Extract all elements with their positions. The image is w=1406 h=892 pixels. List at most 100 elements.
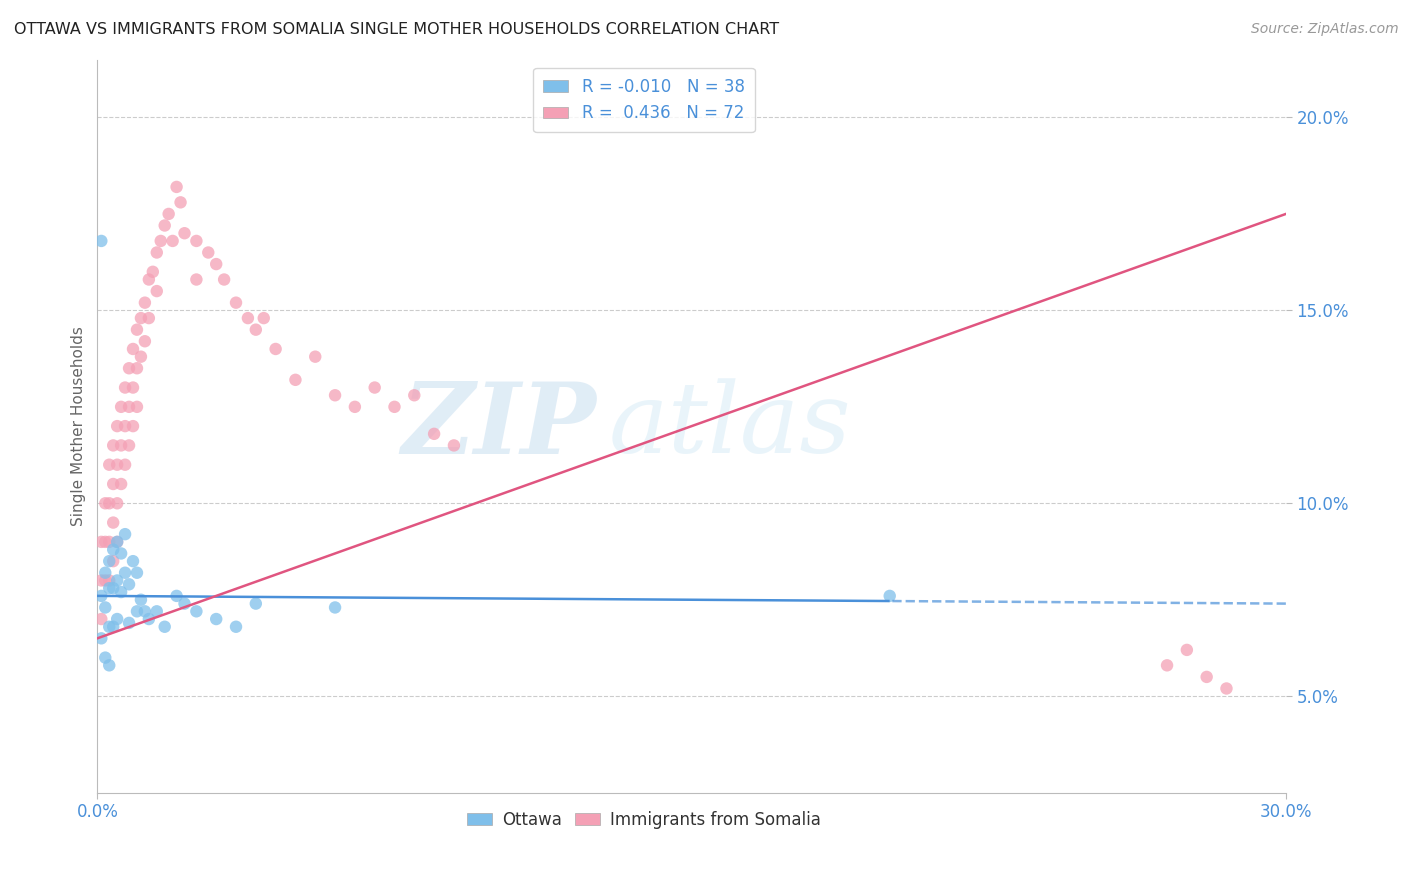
Point <box>105 534 128 549</box>
Point <box>162 234 184 248</box>
Point <box>138 311 160 326</box>
Point <box>323 600 346 615</box>
Point <box>323 388 346 402</box>
Point <box>103 554 125 568</box>
Point <box>146 245 169 260</box>
Point <box>90 632 112 646</box>
Point <box>114 566 136 580</box>
Point <box>186 604 208 618</box>
Point <box>98 534 121 549</box>
Point <box>343 400 366 414</box>
Point <box>105 534 128 549</box>
Point <box>98 658 121 673</box>
Point <box>253 311 276 326</box>
Point <box>118 438 141 452</box>
Point <box>110 438 132 452</box>
Point <box>134 295 156 310</box>
Point <box>98 554 121 568</box>
Point <box>134 334 156 349</box>
Point <box>149 234 172 248</box>
Point <box>105 419 128 434</box>
Point <box>90 534 112 549</box>
Point <box>423 426 446 441</box>
Point <box>304 350 326 364</box>
Point <box>134 604 156 618</box>
Point <box>103 477 125 491</box>
Point <box>125 566 148 580</box>
Point <box>384 400 406 414</box>
Y-axis label: Single Mother Households: Single Mother Households <box>72 326 86 526</box>
Point <box>129 311 152 326</box>
Point <box>90 589 112 603</box>
Point <box>105 458 128 472</box>
Point <box>125 400 148 414</box>
Text: atlas: atlas <box>609 378 851 474</box>
Text: Source: ZipAtlas.com: Source: ZipAtlas.com <box>1251 22 1399 37</box>
Point <box>1175 643 1198 657</box>
Point <box>110 585 132 599</box>
Point <box>110 546 132 560</box>
Point <box>122 419 145 434</box>
Point <box>94 650 117 665</box>
Point <box>236 311 259 326</box>
Point <box>1156 658 1178 673</box>
Point <box>122 380 145 394</box>
Point <box>98 574 121 588</box>
Point <box>103 516 125 530</box>
Point <box>146 604 169 618</box>
Point <box>90 612 112 626</box>
Point <box>94 600 117 615</box>
Point <box>186 272 208 286</box>
Point <box>173 226 195 240</box>
Point <box>284 373 307 387</box>
Point <box>125 323 148 337</box>
Point <box>125 361 148 376</box>
Point <box>205 257 228 271</box>
Point <box>105 496 128 510</box>
Point <box>225 620 247 634</box>
Point <box>94 566 117 580</box>
Point <box>1215 681 1237 696</box>
Point <box>166 589 188 603</box>
Point <box>122 554 145 568</box>
Point <box>114 458 136 472</box>
Point <box>90 234 112 248</box>
Point <box>94 496 117 510</box>
Point <box>142 265 165 279</box>
Point <box>114 527 136 541</box>
Point <box>153 620 176 634</box>
Point <box>212 272 235 286</box>
Point <box>98 620 121 634</box>
Point <box>173 597 195 611</box>
Point <box>157 207 180 221</box>
Point <box>98 496 121 510</box>
Point <box>90 574 112 588</box>
Point <box>129 592 152 607</box>
Text: ZIP: ZIP <box>402 378 596 475</box>
Point <box>205 612 228 626</box>
Point <box>118 615 141 630</box>
Point <box>225 295 247 310</box>
Point <box>186 234 208 248</box>
Point <box>146 284 169 298</box>
Point <box>169 195 191 210</box>
Point <box>125 604 148 618</box>
Point <box>94 574 117 588</box>
Point <box>94 534 117 549</box>
Point <box>879 589 901 603</box>
Point <box>138 612 160 626</box>
Point <box>98 458 121 472</box>
Point <box>443 438 465 452</box>
Point <box>103 542 125 557</box>
Point <box>103 581 125 595</box>
Point <box>114 380 136 394</box>
Point <box>118 400 141 414</box>
Point <box>105 612 128 626</box>
Legend: Ottawa, Immigrants from Somalia: Ottawa, Immigrants from Somalia <box>460 805 828 836</box>
Point <box>1195 670 1218 684</box>
Point <box>118 361 141 376</box>
Point <box>103 620 125 634</box>
Point <box>197 245 219 260</box>
Point <box>153 219 176 233</box>
Point <box>363 380 385 394</box>
